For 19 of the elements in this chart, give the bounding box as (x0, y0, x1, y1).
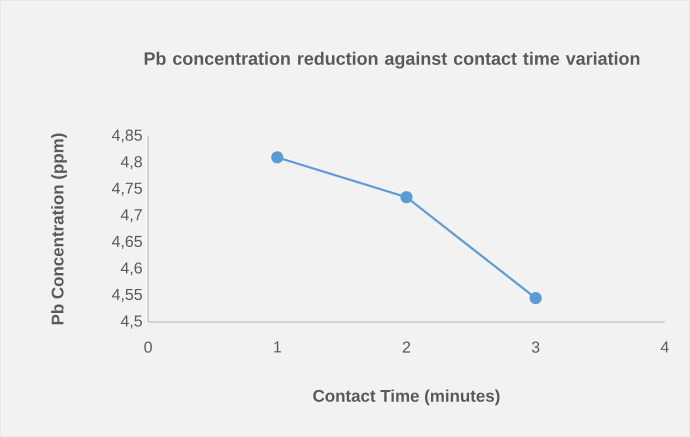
point (400, 191, 413, 204)
chart-title: Pb concentration reduction against contact time variation (144, 52, 640, 68)
x-tick-label: 2 (402, 341, 410, 353)
x-tick-label: 1 (274, 341, 281, 352)
x-tick-label: 3 (532, 341, 540, 353)
y-tick-label: 4,55 (112, 288, 142, 302)
y-tick-label: 4,85 (112, 129, 142, 143)
y-tick-label: 4,75 (112, 182, 142, 196)
x-axis-title: Contact Time (minutes) (313, 389, 500, 406)
y-tick-label: 4,65 (112, 236, 142, 249)
point (271, 151, 284, 164)
y-tick-label: 4,5 (120, 315, 142, 328)
x-tick-label: 4 (660, 341, 669, 352)
x-tick-label: 0 (144, 341, 152, 353)
y-tick-label: 4,7 (120, 209, 142, 222)
point (530, 292, 542, 304)
y-axis-title: Pb Concentration (ppm) (51, 133, 67, 324)
y-tick-label: 4,6 (120, 262, 142, 276)
y-tick-label: 4,8 (120, 156, 142, 170)
